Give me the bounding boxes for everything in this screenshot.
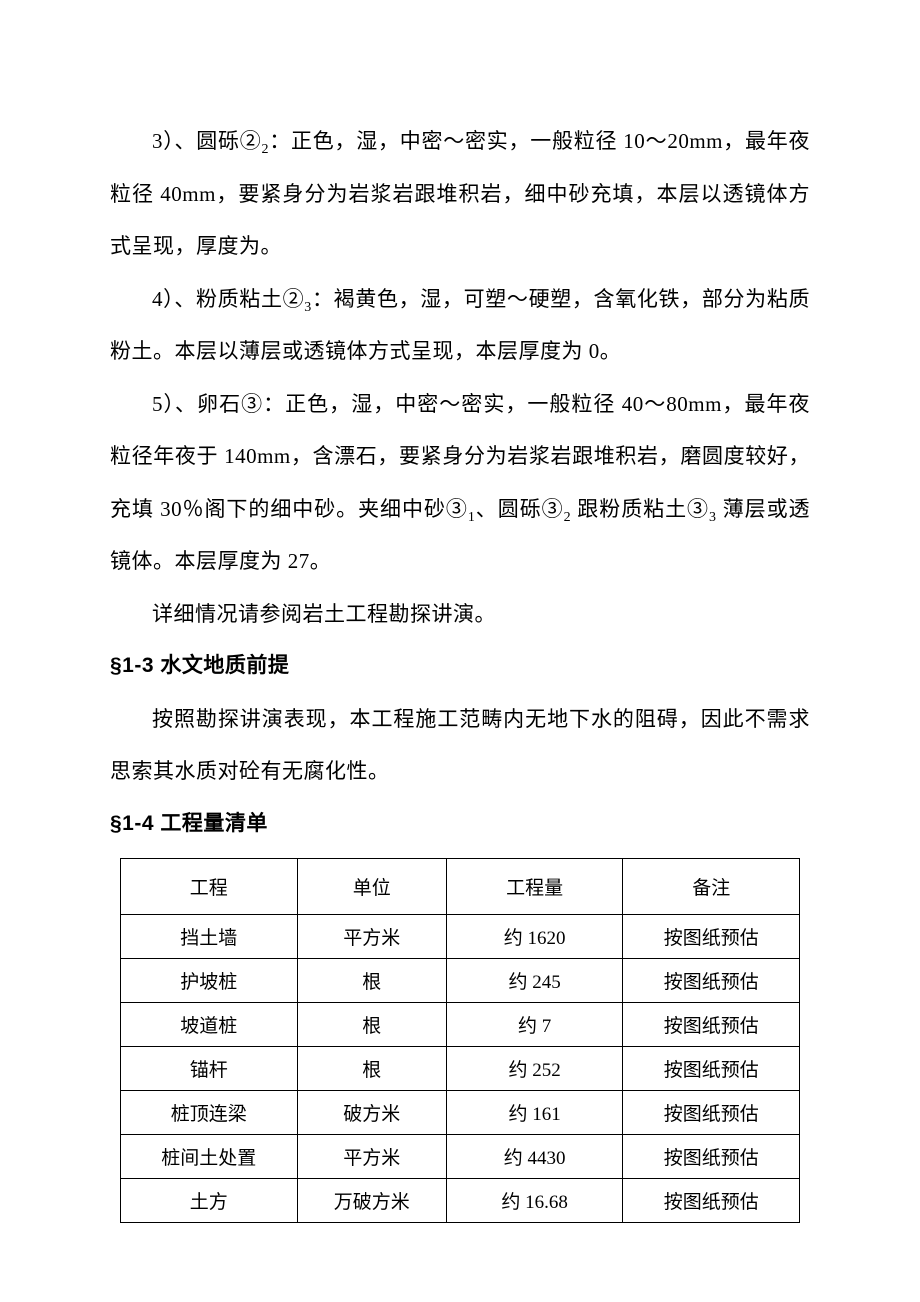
table-cell: 约 245 [446, 959, 623, 1003]
table-cell: 根 [297, 1047, 446, 1091]
quantity-list-table: 工程 单位 工程量 备注 挡土墙 平方米 约 1620 按图纸预估 护坡桩 根 … [120, 858, 800, 1223]
table-row: 土方 万破方米 约 16.68 按图纸预估 [121, 1179, 800, 1223]
table-cell: 按图纸预估 [623, 1091, 800, 1135]
subscript: 3 [304, 300, 312, 315]
table-cell: 桩间土处置 [121, 1135, 298, 1179]
text-segment: 详细情况请参阅岩土工程勘探讲演。 [152, 602, 496, 626]
table-cell: 破方米 [297, 1091, 446, 1135]
paragraph-item-3: 3）、圆砾②2：正色，湿，中密～密实，一般粒径 10～20mm，最年夜粒径 40… [110, 115, 810, 273]
text-segment: 3）、圆砾② [152, 129, 262, 153]
paragraph-hydrogeology: 按照勘探讲演表现，本工程施工范畴内无地下水的阻碍，因此不需求思索其水质对砼有无腐… [110, 693, 810, 798]
subscript: 2 [262, 142, 270, 157]
table-cell: 万破方米 [297, 1179, 446, 1223]
table-cell: 约 7 [446, 1003, 623, 1047]
section-heading-1-3: §1-3 水文地质前提 [110, 640, 810, 693]
table-row: 护坡桩 根 约 245 按图纸预估 [121, 959, 800, 1003]
table-cell: 根 [297, 1003, 446, 1047]
table-header-row: 工程 单位 工程量 备注 [121, 859, 800, 915]
table-cell: 按图纸预估 [623, 915, 800, 959]
table-cell: 平方米 [297, 915, 446, 959]
table-cell: 坡道桩 [121, 1003, 298, 1047]
table-cell: 按图纸预估 [623, 1047, 800, 1091]
subscript: 3 [709, 510, 717, 525]
table-cell: 约 4430 [446, 1135, 623, 1179]
table-cell: 按图纸预估 [623, 1179, 800, 1223]
table-header-unit: 单位 [297, 859, 446, 915]
quantity-list-table-wrapper: 工程 单位 工程量 备注 挡土墙 平方米 约 1620 按图纸预估 护坡桩 根 … [110, 858, 810, 1223]
table-cell: 约 1620 [446, 915, 623, 959]
text-segment: 4）、粉质粘土② [152, 287, 304, 311]
table-cell: 锚杆 [121, 1047, 298, 1091]
table-cell: 约 161 [446, 1091, 623, 1135]
paragraph-item-5: 5）、卵石③：正色，湿，中密～密实，一般粒径 40～80mm，最年夜粒径年夜于 … [110, 378, 810, 588]
section-heading-1-4: §1-4 工程量清单 [110, 798, 810, 851]
table-header-project: 工程 [121, 859, 298, 915]
table-cell: 土方 [121, 1179, 298, 1223]
table-cell: 护坡桩 [121, 959, 298, 1003]
table-row: 坡道桩 根 约 7 按图纸预估 [121, 1003, 800, 1047]
text-segment: 、圆砾③ [475, 497, 563, 521]
table-row: 锚杆 根 约 252 按图纸预估 [121, 1047, 800, 1091]
table-header-quantity: 工程量 [446, 859, 623, 915]
table-cell: 平方米 [297, 1135, 446, 1179]
table-header-remark: 备注 [623, 859, 800, 915]
table-row: 挡土墙 平方米 约 1620 按图纸预估 [121, 915, 800, 959]
heading-text: §1-4 工程量清单 [110, 812, 268, 835]
table-row: 桩顶连梁 破方米 约 161 按图纸预估 [121, 1091, 800, 1135]
table-cell: 约 252 [446, 1047, 623, 1091]
table-cell: 根 [297, 959, 446, 1003]
text-segment: 按照勘探讲演表现，本工程施工范畴内无地下水的阻碍，因此不需求思索其水质对砼有无腐… [110, 707, 810, 784]
table-cell: 挡土墙 [121, 915, 298, 959]
text-segment: 跟粉质粘土③ [571, 497, 709, 521]
table-cell: 约 16.68 [446, 1179, 623, 1223]
heading-text: §1-3 水文地质前提 [110, 654, 289, 677]
paragraph-detail-note: 详细情况请参阅岩土工程勘探讲演。 [110, 588, 810, 641]
subscript: 2 [564, 510, 572, 525]
table-cell: 按图纸预估 [623, 959, 800, 1003]
table-cell: 按图纸预估 [623, 1003, 800, 1047]
table-cell: 桩顶连梁 [121, 1091, 298, 1135]
table-row: 桩间土处置 平方米 约 4430 按图纸预估 [121, 1135, 800, 1179]
table-cell: 按图纸预估 [623, 1135, 800, 1179]
paragraph-item-4: 4）、粉质粘土②3：褐黄色，湿，可塑～硬塑，含氧化铁，部分为粘质粉土。本层以薄层… [110, 273, 810, 378]
